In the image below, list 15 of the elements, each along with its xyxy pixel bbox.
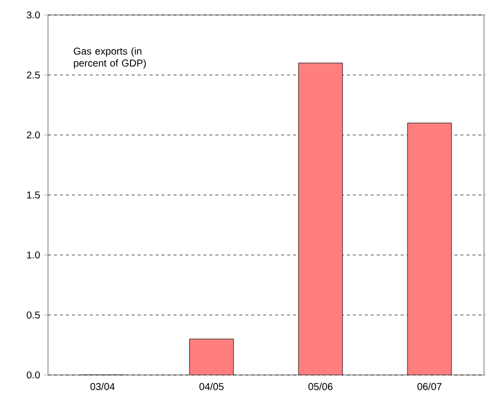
bar	[407, 122, 452, 375]
y-tick-label: 2.5	[26, 71, 40, 79]
y-tick-label: 1.0	[27, 251, 40, 259]
bar	[189, 338, 234, 375]
y-tick-label: 3.0	[26, 11, 40, 19]
x-tick-label: 04/05	[199, 382, 224, 390]
y-tick-label: 0.0	[26, 371, 40, 379]
annotation: Gas exports (in percent of GDP)	[74, 47, 146, 69]
x-tick-label: 03/04	[90, 382, 115, 390]
y-tick-label: 0.5	[26, 311, 40, 319]
y-tick-label: 1.5	[27, 192, 40, 198]
x-tick-label: 06/07	[417, 382, 442, 390]
bar	[298, 62, 343, 375]
y-tick-label: 2.0	[26, 131, 40, 139]
x-tick-label: 05/06	[308, 382, 333, 390]
